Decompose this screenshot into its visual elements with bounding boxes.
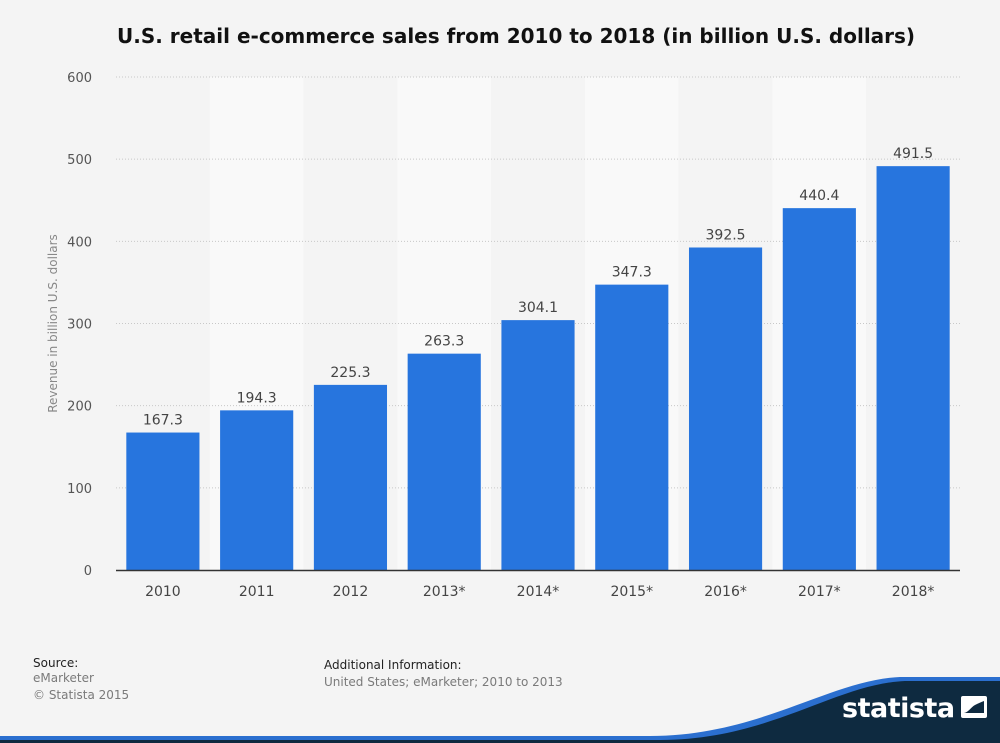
- value-label: 440.4: [799, 188, 839, 204]
- x-tick-label: 2015*: [610, 584, 653, 600]
- value-label: 491.5: [893, 146, 933, 162]
- x-tick-label: 2017*: [798, 584, 841, 600]
- bar-2015: [595, 284, 669, 570]
- additional-info-section: Additional Information: United States; e…: [324, 658, 563, 691]
- source-section: Source: eMarketer © Statista 2015: [33, 656, 129, 704]
- source-heading: Source:: [33, 656, 79, 670]
- y-tick-label: 400: [67, 235, 92, 250]
- source-line-copyright: © Statista 2015: [33, 688, 130, 702]
- value-label: 392.5: [706, 227, 746, 243]
- bar-2018: [876, 166, 950, 571]
- y-tick-label: 0: [84, 564, 92, 579]
- statista-logo-icon: [960, 695, 987, 722]
- y-axis-title: Revenue in billion U.S. dollars: [46, 234, 60, 413]
- x-tick-label: 2014*: [517, 584, 560, 600]
- value-label: 194.3: [237, 390, 277, 406]
- bar-2014: [501, 320, 575, 570]
- bar-2016: [688, 247, 763, 570]
- additional-info-heading: Additional Information:: [324, 658, 462, 672]
- y-tick-label: 100: [67, 482, 92, 497]
- x-tick-label: 2010: [145, 584, 181, 600]
- bar-2017: [782, 208, 856, 570]
- value-label: 225.3: [330, 365, 370, 381]
- bar-2011: [220, 410, 294, 570]
- brand-wave-dark: [0, 681, 1000, 743]
- source-line-publisher: eMarketer: [33, 671, 94, 685]
- brand-wave-accent: [0, 677, 1000, 743]
- bar-2010: [126, 432, 200, 570]
- x-tick-label: 2012: [333, 584, 369, 600]
- x-tick-label: 2016*: [704, 584, 747, 600]
- value-label: 347.3: [612, 265, 652, 281]
- x-tick-label: 2013*: [423, 584, 466, 600]
- bar-2013: [407, 353, 481, 570]
- y-tick-label: 200: [67, 400, 92, 415]
- additional-info-line: United States; eMarketer; 2010 to 2013: [324, 675, 563, 689]
- chart-title: U.S. retail e-commerce sales from 2010 t…: [117, 24, 916, 48]
- value-label: 167.3: [143, 413, 183, 429]
- bar-2012: [313, 384, 388, 570]
- x-tick-label: 2018*: [892, 584, 935, 600]
- bar-chart: 0 100 200 300 400 500 600 Revenue in billion U.…: [46, 71, 960, 600]
- y-tick-label: 500: [67, 153, 92, 168]
- y-tick-label: 300: [67, 318, 92, 333]
- statista-logo[interactable]: statista: [842, 693, 987, 724]
- x-tick-label: 2011: [239, 584, 275, 600]
- y-tick-label: 600: [67, 71, 92, 86]
- value-label: 304.1: [518, 300, 558, 316]
- value-label: 263.3: [424, 334, 464, 350]
- brand-name: statista: [842, 693, 955, 724]
